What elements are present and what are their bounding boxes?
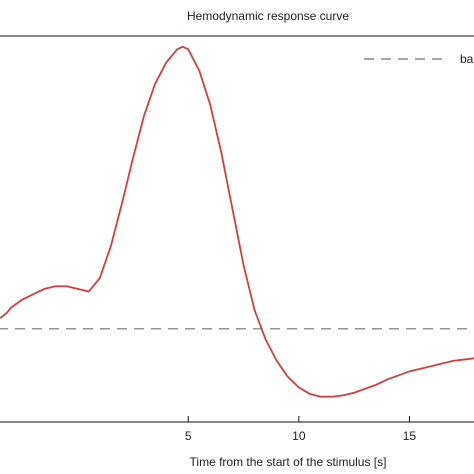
- legend: ba: [364, 52, 474, 66]
- series-layer: [0, 45, 474, 398]
- legend-label: ba: [460, 52, 474, 66]
- plot-frame: [0, 35, 474, 423]
- hemodynamic-response-line: [0, 45, 474, 398]
- x-tick-label: 10: [292, 429, 306, 443]
- x-tick-label: 15: [403, 429, 417, 443]
- chart-title: Hemodynamic response curve: [187, 9, 349, 23]
- x-axis-label: Time from the start of the stimulus [s]: [190, 455, 387, 469]
- x-tick-label: 5: [185, 429, 192, 443]
- x-ticks: 5 10 15: [185, 416, 417, 443]
